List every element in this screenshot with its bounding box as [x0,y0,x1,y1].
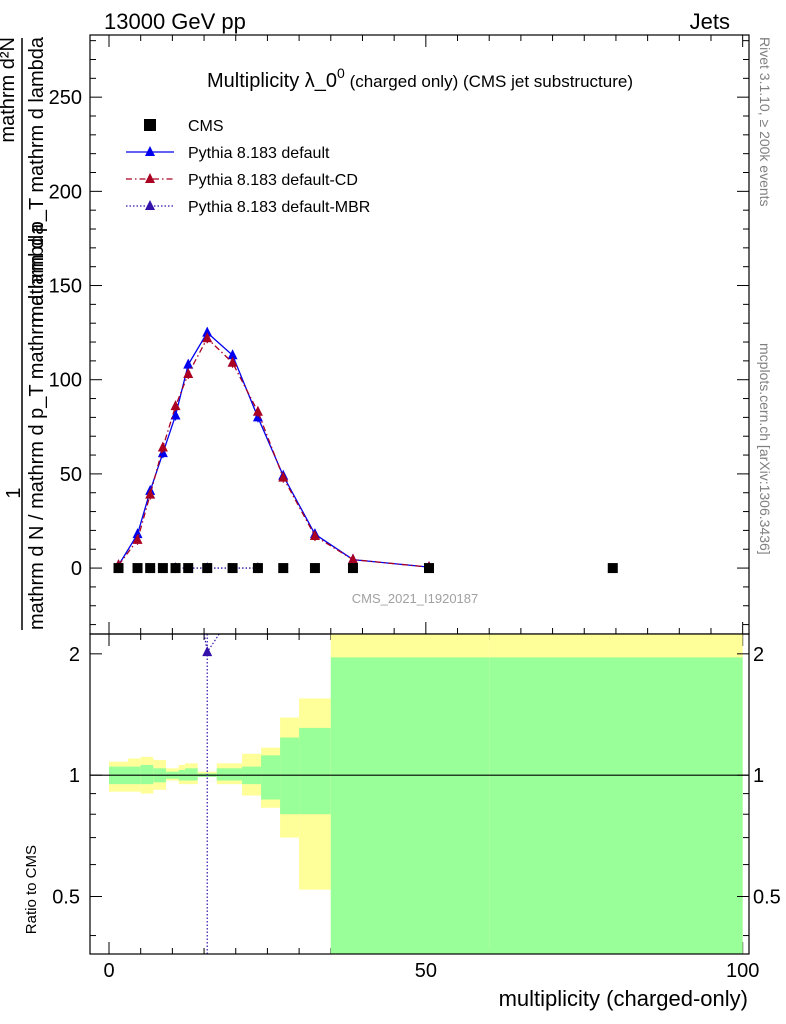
cms-point [309,563,320,574]
ratio-band-green [261,755,281,800]
ratio-tick-label-left: 0.5 [52,886,80,908]
ratio-band-green [216,768,243,781]
x-tick-label: 0 [103,960,114,982]
ratio-tick-label-right: 0.5 [753,886,781,908]
y-tick-label: 100 [49,370,82,392]
series-point [132,533,143,544]
series-point [202,332,213,343]
series-point [309,530,320,541]
series-point [170,409,181,420]
y-tick-label: 0 [71,558,82,580]
header-left: 13000 GeV pp [104,9,246,34]
side-label-top: Rivet 3.1.10, ≥ 200k events [757,37,773,207]
cms-point [424,563,435,574]
series-point [252,405,263,416]
series-point [145,488,156,499]
ratio-tick-label-left: 2 [69,644,80,666]
y-axis-label: 1 mathrm d N / mathrm d p_T mathrm d lam… [0,36,48,630]
legend-marker [145,200,155,210]
x-tick-label: 100 [726,960,759,982]
ratio-mbr-point [202,646,213,657]
legend-label: Pythia 8.183 default-CD [188,172,358,189]
cms-point [278,563,289,574]
cms-point [170,563,181,574]
y-tick-label: 200 [49,181,82,203]
analysis-id: CMS_2021_I1920187 [352,591,479,606]
series-point [170,400,181,411]
y-tick-label: 150 [49,276,82,298]
legend-label: Pythia 8.183 default [188,145,330,162]
side-label-bottom: mcplots.cern.ch [arXiv:1306.3436] [757,343,773,555]
legend-marker [145,173,155,183]
legend-label: CMS [188,118,224,135]
cms-point [157,563,168,574]
y-label-fraction-numerator: mathrm d²N [0,37,19,143]
cms-point [132,563,143,574]
plot-title: Multiplicity λ_00 (charged only) (CMS je… [207,65,633,92]
legend-marker [144,119,156,131]
y-tick-label: 250 [49,87,82,109]
ratio-band-green [140,764,154,785]
cms-point [252,563,263,574]
cms-point [347,563,358,574]
cms-point [113,563,124,574]
cms-point [145,563,156,574]
ratio-band-green [489,657,743,954]
y-tick-label: 50 [60,464,82,486]
legend: CMS Pythia 8.183 default Pythia 8.183 defa… [126,118,370,216]
ratio-tick-label-right: 1 [753,765,764,787]
ratio-tick-label-right: 2 [753,644,764,666]
y-label-denominator-main: mathrm d N / mathrm d p_T mathrm d lambd… [26,223,48,630]
main-panel: 0 50 100 0 50 100 150 200 250 [49,34,759,982]
cms-point [202,563,213,574]
series-point [347,553,358,564]
ratio-panel: 0.5 0.5 1 1 2 2 [52,633,781,955]
series-point [202,326,213,337]
ratio-band-green [299,727,331,815]
series-point [183,358,194,369]
cms-point [607,563,618,574]
header-right: Jets [690,9,730,34]
x-tick-label: 50 [415,960,437,982]
series-point [278,471,289,482]
series-point [157,441,168,452]
cms-point [183,563,194,574]
ratio-band-green [330,657,490,954]
cms-point [227,563,238,574]
ratio-tick-label-left: 1 [69,765,80,787]
y-label-prefix: 1 [3,487,25,498]
series-point [227,349,238,360]
ratio-band-green [280,737,300,815]
series-point [132,528,143,539]
series-point [227,356,238,367]
legend-marker [145,146,155,156]
y-label-fraction-denominator: mathrm d p_T mathrm d lambda [26,36,48,322]
ratio-band-green [185,768,198,781]
x-axis-label: multiplicity (charged-only) [499,986,748,1011]
legend-label: Pythia 8.183 default-MBR [188,199,370,216]
ratio-y-label: Ratio to CMS [23,845,40,934]
series-point [183,368,194,379]
